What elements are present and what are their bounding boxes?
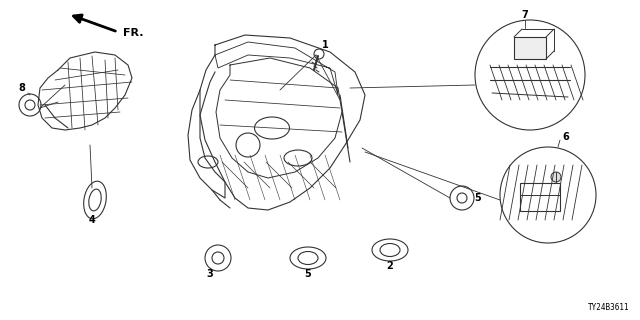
Text: 6: 6 [563, 132, 570, 142]
Circle shape [475, 20, 585, 130]
Text: 3: 3 [207, 269, 213, 279]
Text: 2: 2 [387, 261, 394, 271]
Circle shape [314, 49, 324, 59]
Text: 4: 4 [88, 215, 95, 225]
Text: 5: 5 [305, 269, 312, 279]
Text: 8: 8 [19, 83, 26, 93]
Text: 7: 7 [522, 10, 529, 20]
FancyBboxPatch shape [520, 183, 560, 211]
Text: 5: 5 [475, 193, 481, 203]
Text: TY24B3611: TY24B3611 [588, 303, 630, 312]
Text: 1: 1 [322, 40, 328, 50]
Circle shape [551, 172, 561, 182]
Text: FR.: FR. [123, 28, 143, 38]
FancyBboxPatch shape [514, 37, 546, 59]
Circle shape [500, 147, 596, 243]
